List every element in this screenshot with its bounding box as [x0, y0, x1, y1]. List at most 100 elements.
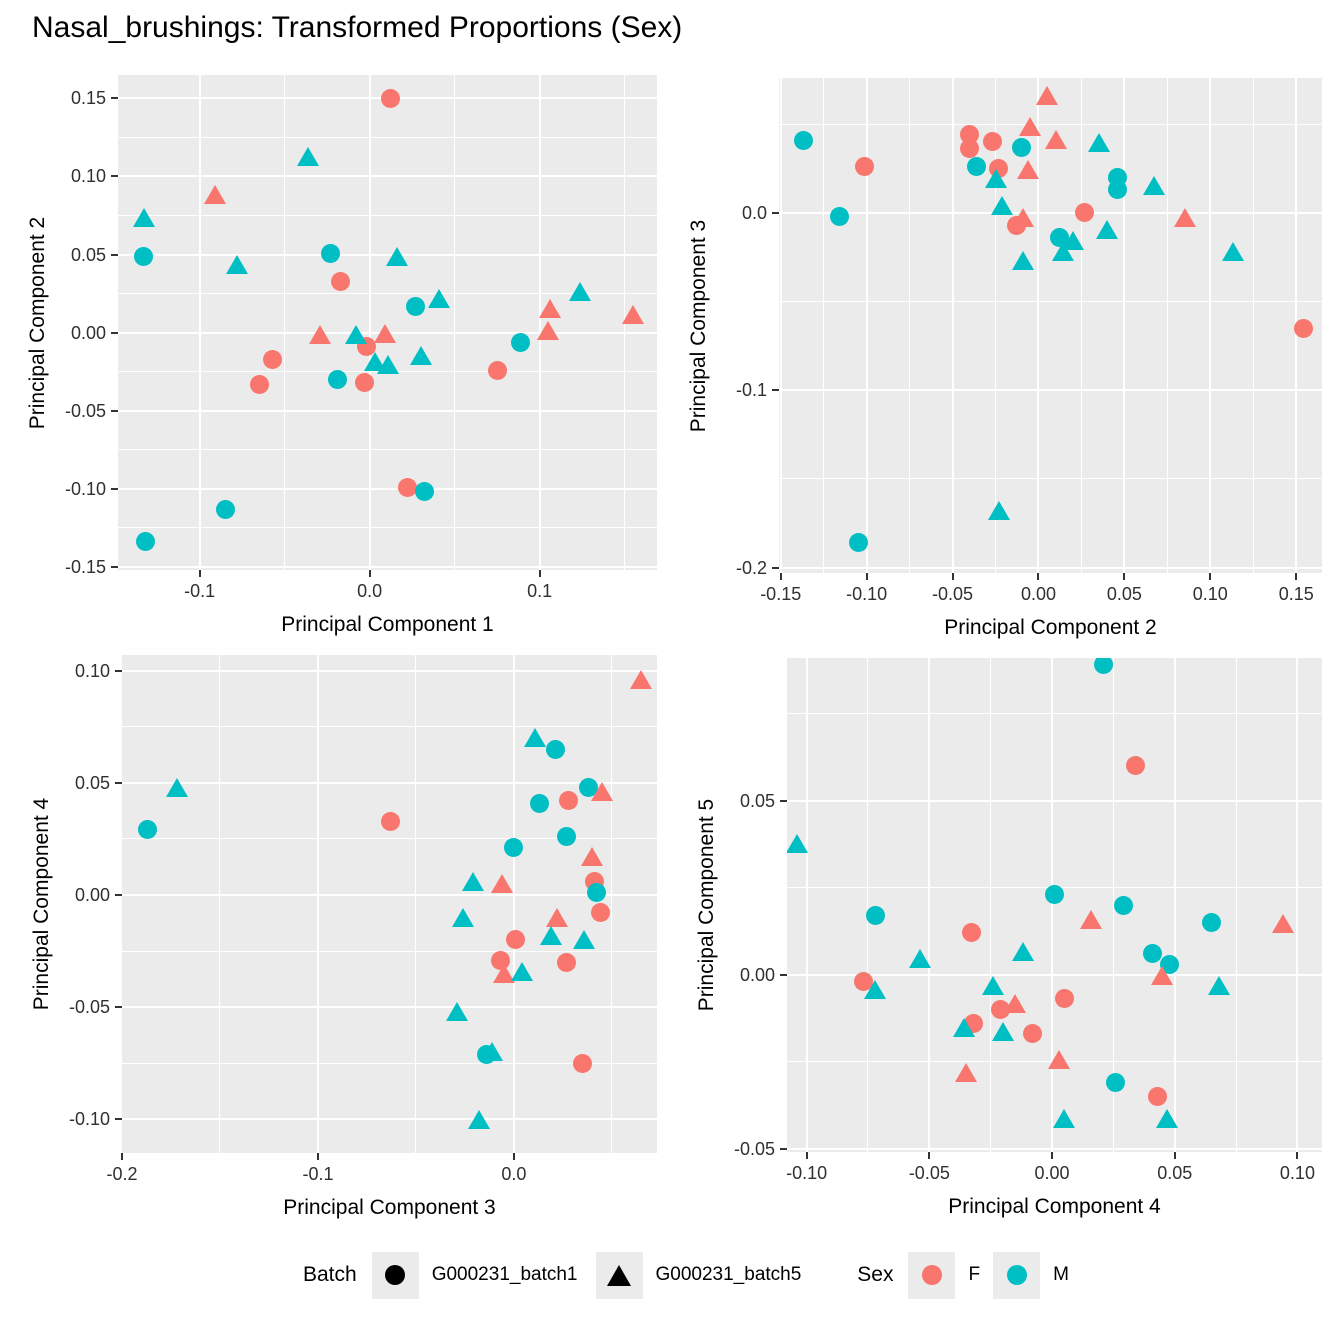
gridline-major — [118, 565, 657, 568]
data-point-circle — [545, 739, 565, 759]
x-tick-mark — [1295, 573, 1298, 580]
data-point-triangle — [377, 355, 400, 374]
x-tick-label: 0.10 — [1192, 584, 1228, 604]
gridline-major — [1209, 78, 1212, 573]
legend-key-sex-m — [993, 1251, 1041, 1299]
data-point-circle — [1022, 1024, 1042, 1044]
data-point-circle — [487, 360, 507, 380]
x-tick-mark — [928, 1152, 931, 1159]
data-point-triangle — [1142, 176, 1165, 195]
data-point-circle — [504, 838, 524, 858]
gridline-major — [779, 78, 782, 573]
data-point-triangle — [630, 669, 653, 689]
gridline-minor — [454, 75, 456, 570]
gridline-minor — [122, 950, 657, 952]
y-tick-label: -0.15 — [64, 556, 106, 577]
y-tick-mark — [780, 799, 787, 802]
data-point-triangle — [984, 168, 1007, 188]
data-point-triangle — [569, 281, 592, 301]
data-point-circle — [793, 130, 813, 150]
data-point-triangle — [1173, 207, 1196, 227]
data-point-circle — [573, 1053, 593, 1073]
data-point-circle — [848, 533, 868, 553]
gridline-minor — [118, 449, 657, 451]
data-point-triangle — [1087, 133, 1110, 153]
data-point-triangle — [1221, 241, 1244, 261]
legend-sex-title: Sex — [857, 1263, 894, 1286]
data-point-triangle — [428, 289, 451, 309]
data-point-circle — [590, 903, 610, 923]
y-tick-label: -0.10 — [68, 1109, 110, 1130]
x-axis-title: Principal Component 4 — [948, 1195, 1161, 1218]
x-tick-label: 0.0 — [501, 1164, 527, 1184]
gridline-minor — [1112, 658, 1114, 1152]
y-tick-label: -0.2 — [735, 557, 767, 578]
x-tick-mark — [198, 570, 201, 577]
data-point-circle — [865, 905, 885, 925]
gridline-minor — [779, 301, 1322, 303]
x-tick-label: 0.05 — [1157, 1163, 1193, 1183]
gridline-minor — [415, 655, 417, 1153]
legend-key-batch1 — [371, 1251, 419, 1299]
x-tick-label: 0.15 — [1278, 584, 1314, 604]
x-tick-label: -0.15 — [760, 584, 802, 604]
y-tick-mark — [111, 565, 118, 568]
gridline-major — [118, 409, 657, 412]
y-tick-label: 0.05 — [739, 790, 775, 811]
data-point-circle — [829, 206, 849, 226]
x-tick-mark — [1296, 1152, 1299, 1159]
data-point-triangle — [467, 1109, 490, 1129]
data-point-triangle — [373, 323, 396, 343]
data-point-triangle — [493, 963, 516, 983]
data-point-circle — [1054, 989, 1074, 1009]
data-point-triangle — [165, 777, 188, 797]
data-point-triangle — [1053, 1108, 1076, 1128]
gridline-major — [779, 211, 1322, 214]
gridline-minor — [122, 1062, 657, 1064]
y-tick-mark — [111, 331, 118, 334]
data-point-triangle — [345, 325, 368, 345]
gridline-major — [805, 658, 808, 1152]
data-point-circle — [331, 271, 351, 291]
y-tick-mark — [780, 973, 787, 976]
data-point-triangle — [1156, 1108, 1179, 1128]
y-tick-label: 0.05 — [70, 244, 106, 265]
x-axis-title: Principal Component 1 — [281, 613, 494, 636]
data-point-triangle — [451, 907, 474, 927]
y-tick-label: -0.05 — [64, 400, 106, 421]
data-point-circle — [249, 374, 269, 394]
y-tick-label: 0.00 — [70, 322, 106, 343]
gridline-major — [787, 1147, 1322, 1150]
data-point-circle — [215, 499, 235, 519]
gridline-minor — [118, 527, 657, 529]
x-tick-label: -0.1 — [302, 1164, 334, 1184]
data-point-triangle — [385, 247, 408, 267]
data-point-circle — [134, 246, 153, 266]
data-point-triangle — [864, 979, 887, 999]
panel-4-plot-area — [787, 658, 1322, 1152]
gridline-minor — [995, 78, 996, 573]
data-point-triangle — [573, 930, 596, 950]
gridline-minor — [122, 838, 657, 840]
figure-title: Nasal_brushings: Transformed Proportions… — [32, 11, 683, 44]
data-point-triangle — [1151, 966, 1174, 986]
y-tick-label: 0.0 — [741, 202, 767, 223]
y-tick-mark — [780, 1147, 787, 1150]
y-tick-mark — [772, 389, 779, 392]
data-point-triangle — [226, 255, 249, 275]
data-point-triangle — [908, 948, 931, 968]
x-tick-label: 0.10 — [1279, 1163, 1315, 1183]
data-point-triangle — [991, 195, 1014, 215]
data-point-triangle — [537, 320, 560, 340]
gridline-major — [118, 175, 657, 178]
y-tick-label: 0.10 — [70, 166, 106, 187]
x-tick-mark — [1051, 1152, 1054, 1159]
data-point-triangle — [787, 833, 808, 853]
data-point-triangle — [581, 847, 604, 867]
x-tick-mark — [1173, 1152, 1176, 1159]
data-point-triangle — [491, 874, 514, 894]
data-point-circle — [355, 373, 375, 393]
gridline-minor — [1252, 78, 1254, 573]
data-point-circle — [967, 157, 987, 177]
sex-f-circle-icon — [921, 1265, 942, 1285]
